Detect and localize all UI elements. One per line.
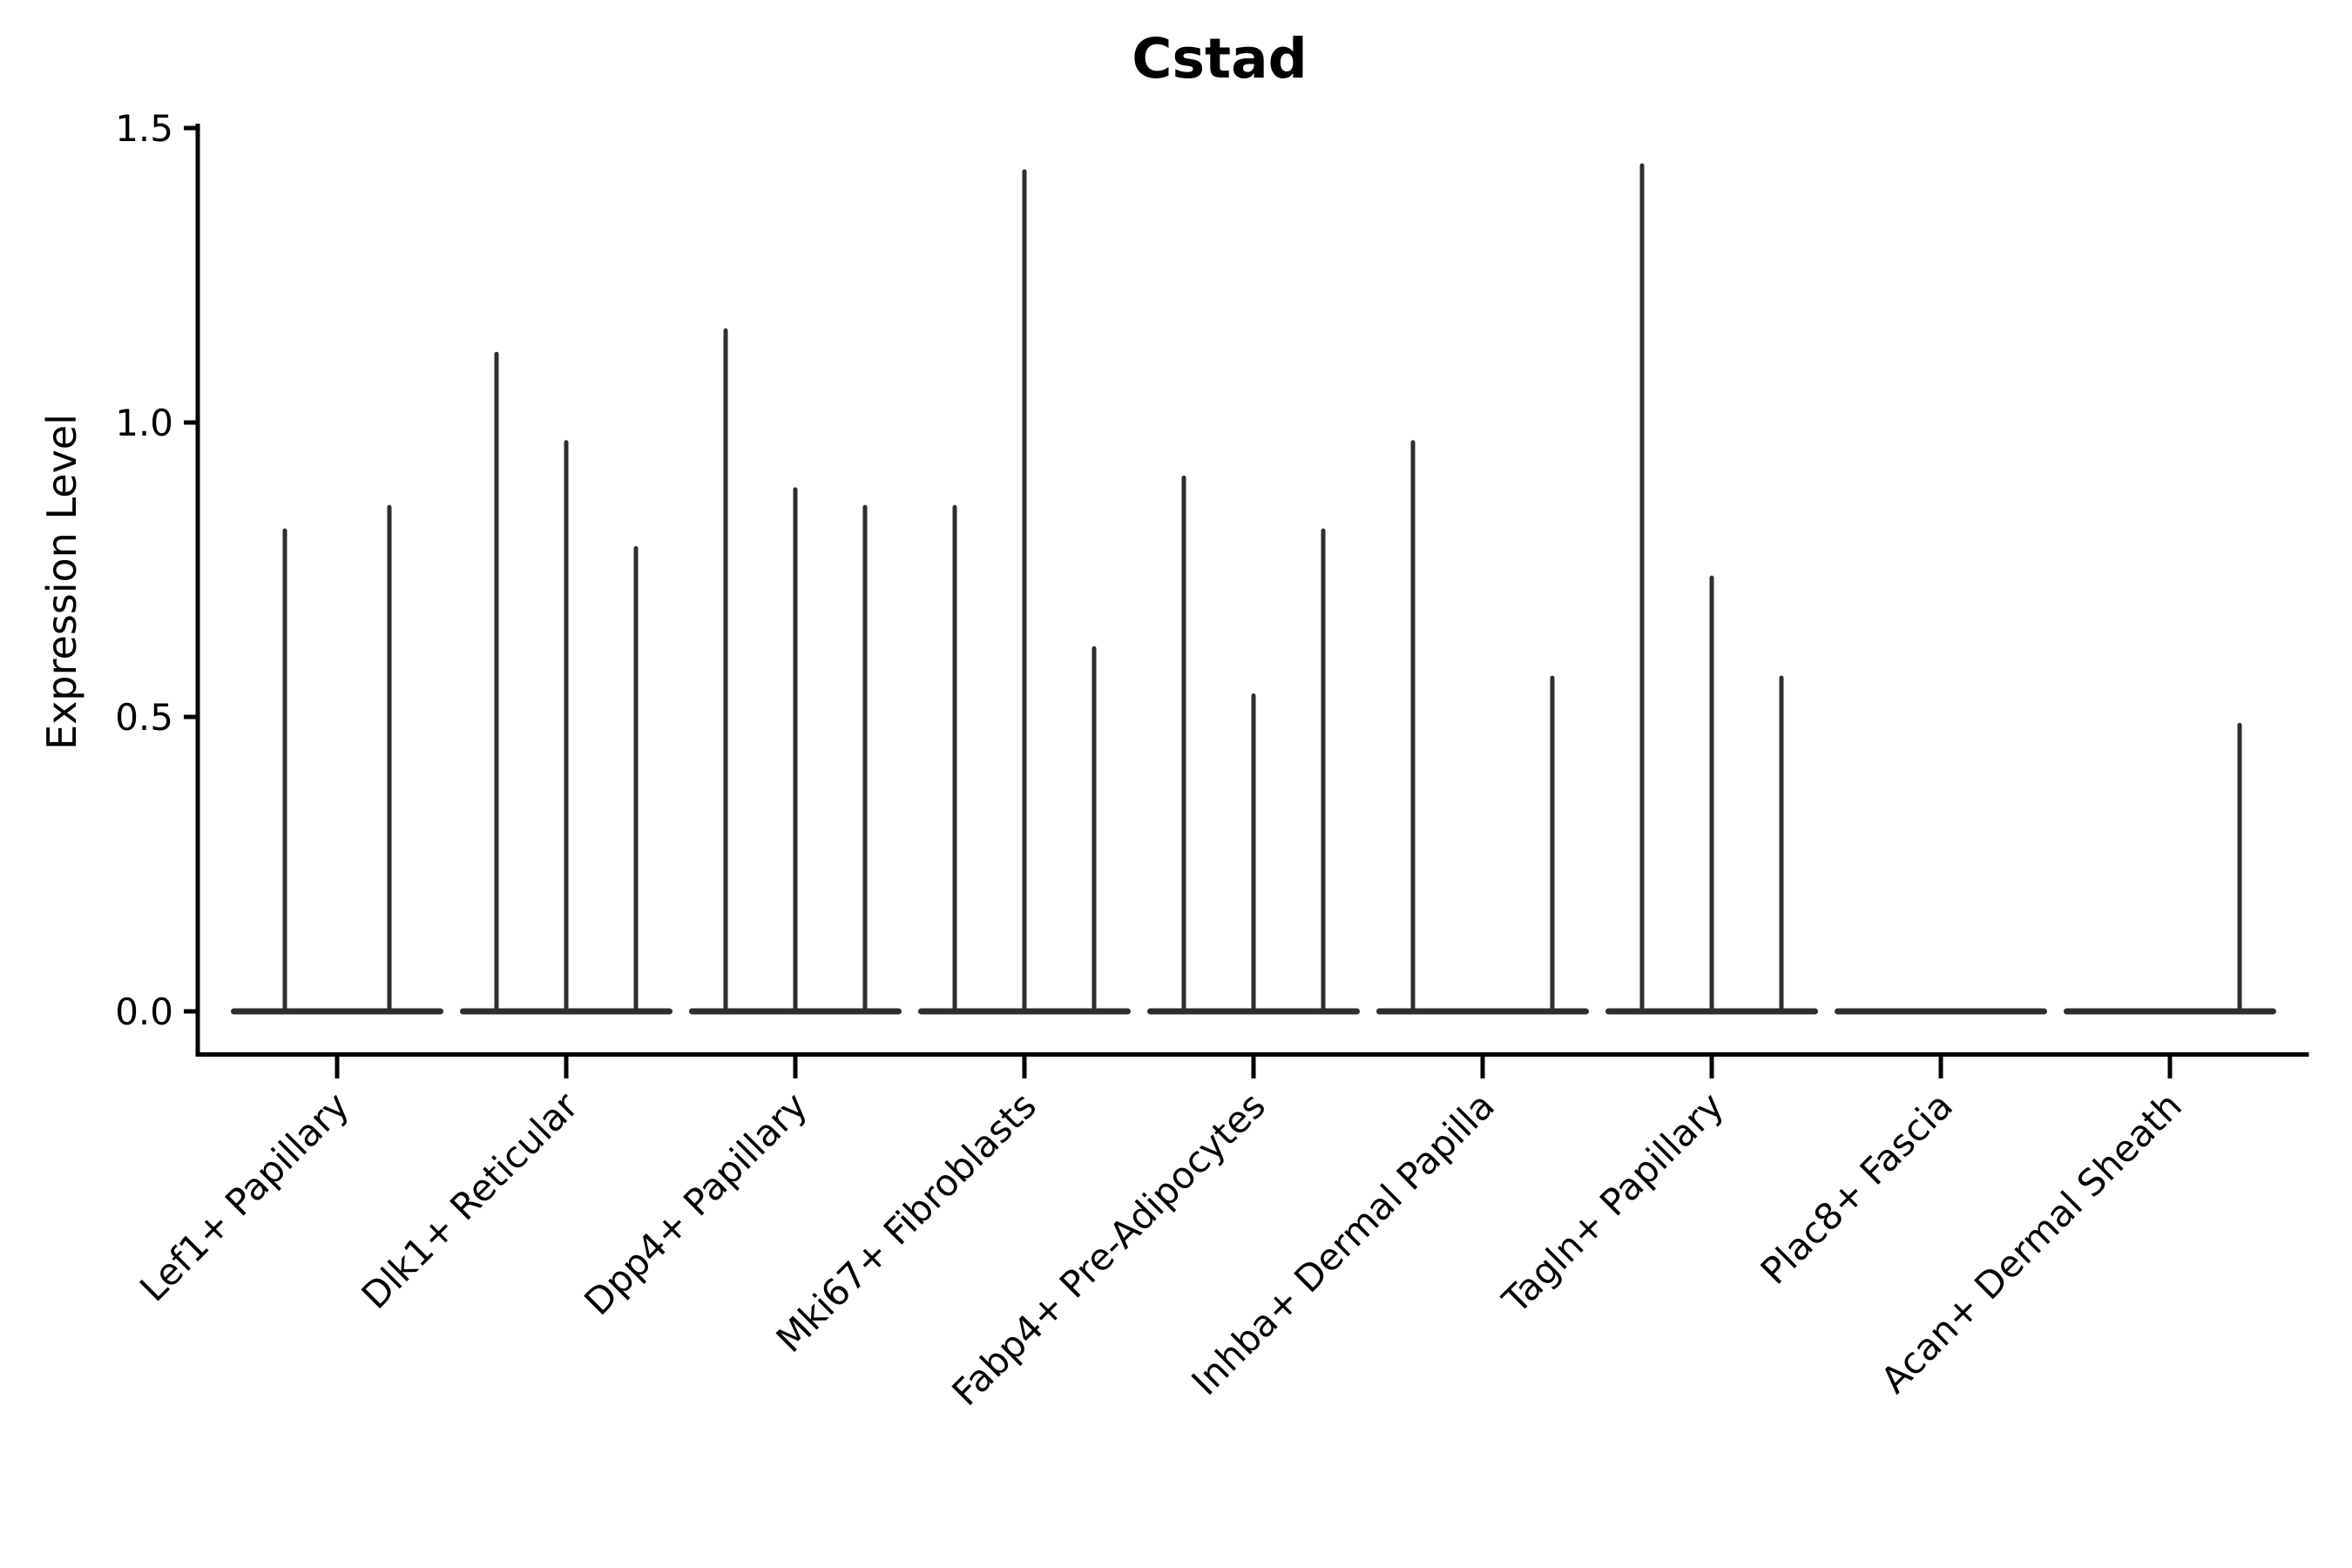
x-tick (1251, 1057, 1256, 1078)
y-tick (184, 714, 196, 720)
x-category-label: Tagln+ Papillary (1494, 1084, 1732, 1321)
x-tick (335, 1057, 340, 1078)
violin-spike (862, 504, 868, 1014)
violin-spike (1092, 645, 1097, 1014)
violin-spike (282, 528, 287, 1014)
violin-spike (387, 504, 392, 1014)
x-tick (1938, 1057, 1943, 1078)
y-tick-label: 0.0 (115, 990, 173, 1033)
violin-spike (494, 351, 499, 1014)
violin-baseline (231, 1008, 443, 1015)
x-tick (564, 1057, 569, 1078)
violin-spike (1779, 675, 1784, 1014)
violin-spike (564, 440, 569, 1014)
violin-spike (723, 328, 728, 1015)
x-category-label: Plac8+ Fascia (1753, 1084, 1961, 1292)
x-category-label: Lef1+ Papillary (132, 1084, 357, 1309)
x-category-label: Mki67+ Fibroblasts (768, 1084, 1044, 1360)
violin-spike (2237, 722, 2242, 1014)
violin-spike (1251, 693, 1256, 1014)
y-tick-label: 0.5 (115, 696, 173, 739)
violin-spike (1022, 169, 1027, 1014)
x-category-label: Dlk1+ Reticular (354, 1084, 587, 1317)
violin-baseline (1376, 1008, 1589, 1015)
violin-baseline (1835, 1008, 2047, 1015)
x-category-label: Dpp4+ Papillary (576, 1084, 815, 1323)
chart-title: Cstad (1132, 27, 1308, 91)
y-tick-label: 1.5 (115, 107, 173, 150)
violin-spike (1550, 675, 1555, 1014)
violin-spike (1709, 575, 1714, 1014)
violin-spike (952, 504, 957, 1014)
violin-spike (1181, 475, 1186, 1014)
y-tick (184, 420, 196, 425)
x-tick (1480, 1057, 1485, 1078)
x-tick (2167, 1057, 2173, 1078)
x-axis-spine (195, 1052, 2309, 1057)
violin-spike (1639, 163, 1645, 1014)
x-tick (1709, 1057, 1714, 1078)
x-tick (793, 1057, 798, 1078)
y-tick-label: 1.0 (115, 402, 173, 444)
violin-spike (633, 545, 639, 1014)
violin-baseline (2064, 1008, 2276, 1015)
violin-spike (1410, 440, 1416, 1014)
violin-spike (793, 487, 798, 1014)
y-tick (184, 125, 196, 131)
y-tick (184, 1009, 196, 1014)
x-tick (1022, 1057, 1027, 1078)
violin-spike (1321, 528, 1326, 1014)
y-axis-spine (195, 124, 200, 1057)
